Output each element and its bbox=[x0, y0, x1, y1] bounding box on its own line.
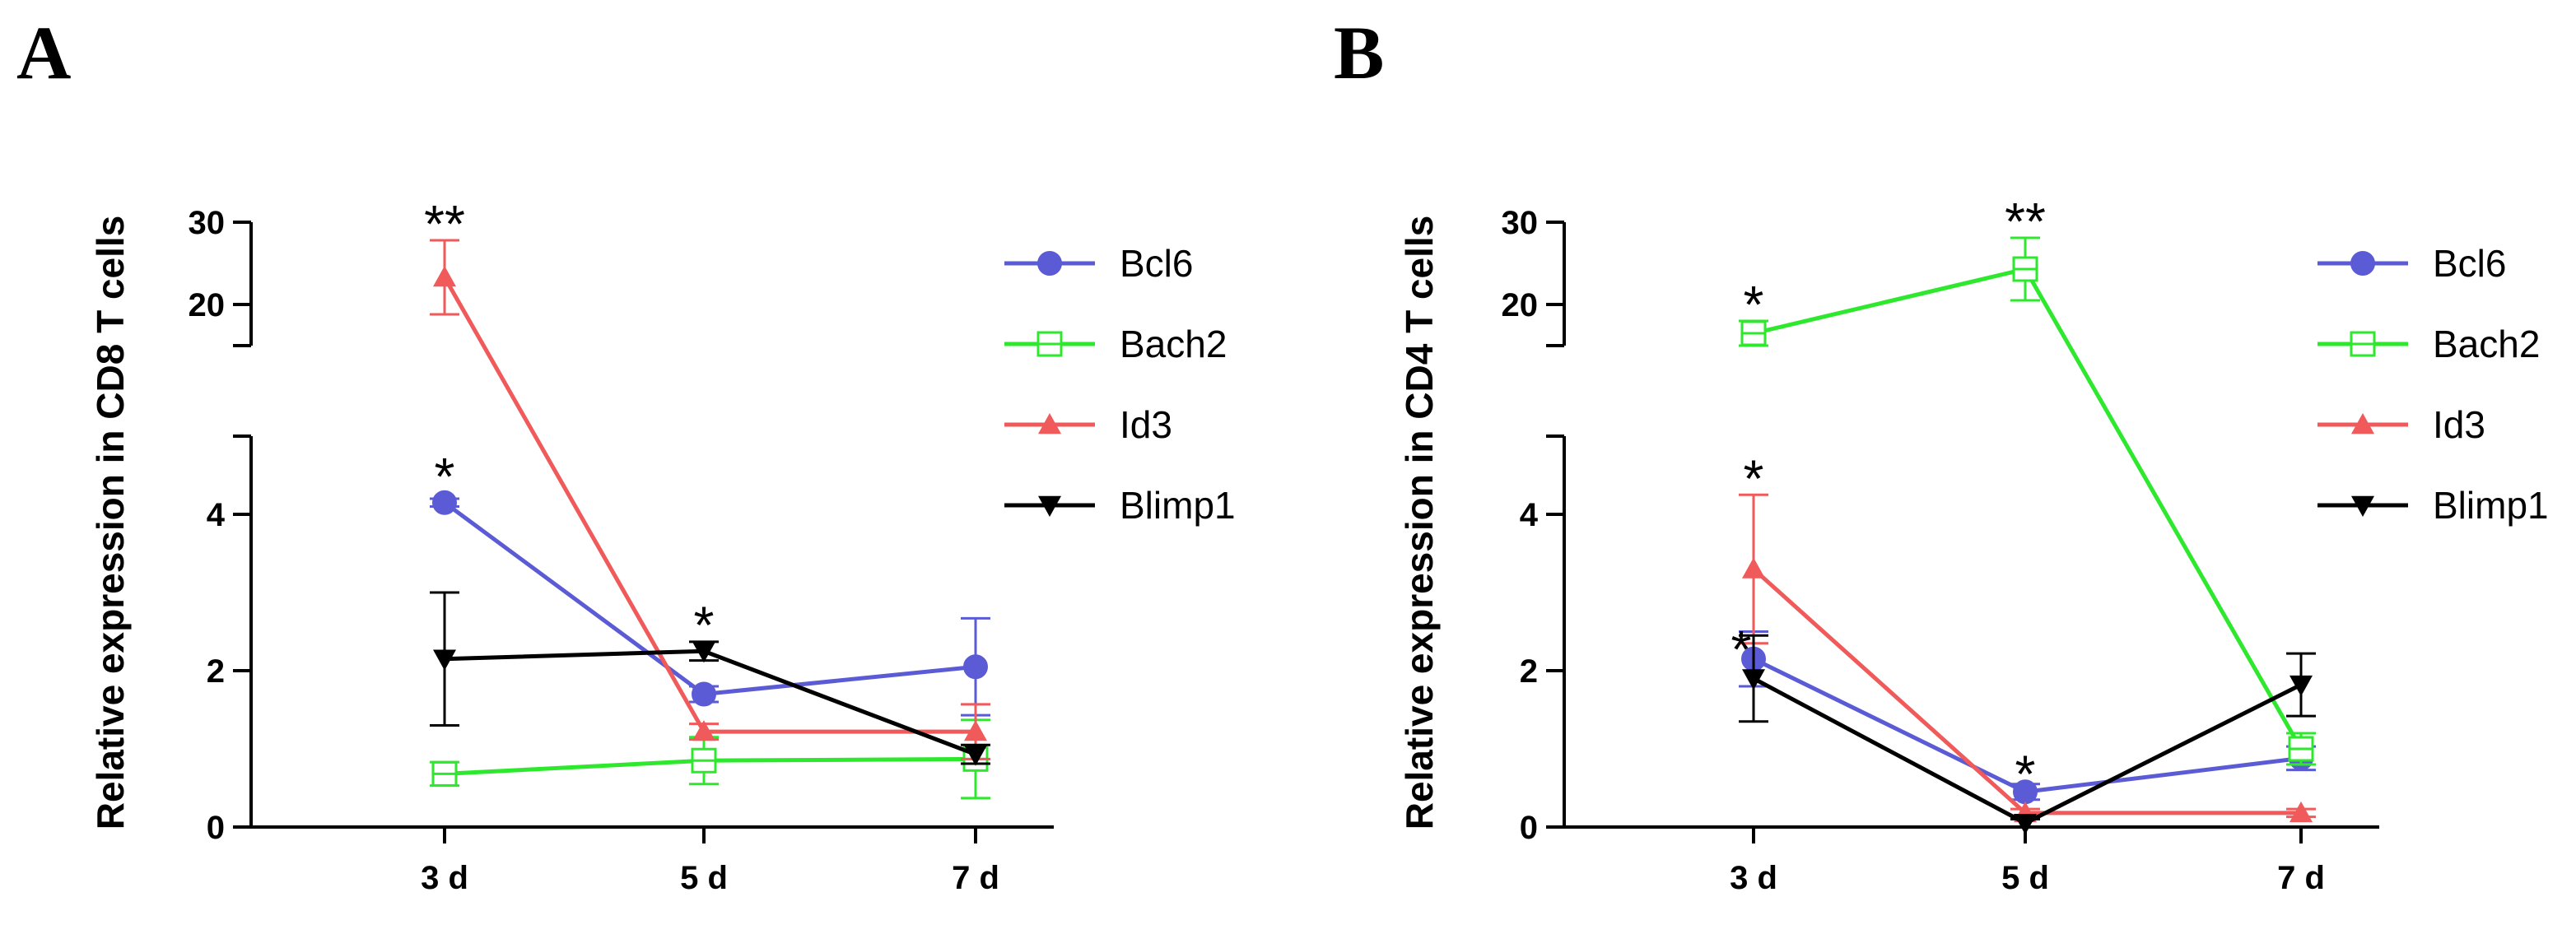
legend-swatch-marker bbox=[1038, 495, 1061, 517]
data-point-bach2 bbox=[2288, 736, 2314, 762]
legend-item-id3: Id3 bbox=[1004, 403, 1172, 446]
legend-item-blimp1: Blimp1 bbox=[2317, 484, 2549, 527]
y-tick-label: 4 bbox=[1520, 497, 1539, 533]
y-tick-label: 2 bbox=[207, 653, 225, 690]
panel-a-chart: A 0 2 4 20 30 3 d 5 d 7 d Relative expression in … bbox=[16, 11, 1236, 896]
y-axis-label: Relative expression in CD4 T cells bbox=[1398, 216, 1441, 830]
legend-item-bach2: Bach2 bbox=[2317, 323, 2540, 365]
data-point-bcl6 bbox=[692, 681, 716, 707]
legend-swatch-marker bbox=[2350, 331, 2376, 357]
x-tick-label: 5 d bbox=[680, 860, 728, 896]
x-tick-label: 5 d bbox=[2001, 860, 2049, 896]
legend-swatch-marker bbox=[2351, 495, 2374, 517]
data-point-blimp1 bbox=[964, 745, 987, 766]
x-tick-label: 7 d bbox=[2277, 860, 2325, 896]
legend-item-bcl6: Bcl6 bbox=[1004, 242, 1193, 285]
x-tick-label: 7 d bbox=[952, 860, 999, 896]
panel-b-chart: B 0 2 4 20 30 3 d 5 d 7 d Relative expression in … bbox=[1334, 11, 2549, 896]
legend-label: Id3 bbox=[1120, 403, 1172, 446]
data-point-id3 bbox=[692, 720, 715, 741]
panel-label: B bbox=[1334, 11, 1384, 95]
significance-marker: * bbox=[1731, 620, 1752, 679]
significance-marker: * bbox=[1744, 275, 1764, 334]
legend-label: Bcl6 bbox=[2433, 242, 2506, 285]
y-tick-label: 20 bbox=[189, 287, 226, 323]
legend-swatch-marker bbox=[2351, 413, 2374, 434]
data-point-blimp1 bbox=[433, 649, 456, 671]
data-point-bach2 bbox=[2012, 256, 2038, 282]
y-tick-label: 30 bbox=[189, 205, 226, 241]
legend-swatch-marker bbox=[1037, 251, 1062, 276]
legend-label: Bach2 bbox=[2433, 323, 2540, 365]
series-id3 bbox=[430, 239, 990, 760]
y-axis-label: Relative expression in CD8 T cells bbox=[89, 216, 132, 830]
data-point-bcl6 bbox=[963, 654, 988, 680]
data-point-id3 bbox=[1742, 557, 1765, 579]
data-point-blimp1 bbox=[692, 642, 715, 663]
series-bach2 bbox=[1739, 236, 2316, 766]
data-point-id3 bbox=[433, 266, 456, 287]
legend-label: Bcl6 bbox=[1120, 242, 1193, 285]
legend-item-bcl6: Bcl6 bbox=[2317, 242, 2506, 285]
significance-marker: * bbox=[1744, 448, 1764, 508]
legend-item-id3: Id3 bbox=[2317, 403, 2485, 446]
series-blimp1 bbox=[430, 591, 990, 766]
data-point-id3 bbox=[964, 720, 987, 741]
legend-label: Blimp1 bbox=[2433, 484, 2549, 527]
significance-marker: * bbox=[694, 595, 715, 654]
legend: Bcl6 Bach2 Id3 Blimp1 bbox=[1004, 242, 1236, 527]
legend-label: Id3 bbox=[2433, 403, 2485, 446]
legend-label: Bach2 bbox=[1120, 323, 1227, 365]
data-point-blimp1 bbox=[2014, 814, 2037, 835]
y-tick-label: 30 bbox=[1502, 205, 1539, 241]
legend-swatch-marker bbox=[2350, 251, 2375, 276]
data-point-blimp1 bbox=[2290, 675, 2313, 697]
series-line-id3 bbox=[442, 276, 976, 734]
data-point-id3 bbox=[2290, 801, 2313, 823]
series-id3 bbox=[1739, 493, 2316, 823]
y-tick-label: 2 bbox=[1520, 653, 1538, 690]
legend-swatch-marker bbox=[1036, 331, 1063, 357]
series-bcl6 bbox=[430, 490, 990, 717]
legend-item-blimp1: Blimp1 bbox=[1004, 484, 1236, 527]
data-point-bach2 bbox=[431, 760, 458, 787]
data-point-bach2 bbox=[691, 747, 717, 774]
significance-marker: ** bbox=[2005, 192, 2046, 251]
legend-swatch-marker bbox=[1038, 413, 1061, 434]
series-blimp1 bbox=[1739, 634, 2316, 835]
significance-marker: * bbox=[2015, 744, 2036, 803]
y-tick-label: 0 bbox=[1520, 810, 1538, 846]
significance-marker: ** bbox=[424, 194, 465, 253]
data-point-bcl6 bbox=[432, 490, 457, 515]
panel-label: A bbox=[16, 11, 71, 95]
legend-item-bach2: Bach2 bbox=[1004, 323, 1227, 365]
data-point-blimp1 bbox=[1742, 669, 1765, 690]
data-point-bach2 bbox=[1740, 320, 1767, 346]
y-tick-label: 4 bbox=[207, 497, 226, 533]
x-tick-label: 3 d bbox=[1730, 860, 1777, 896]
series-line-bach2 bbox=[1753, 267, 2303, 750]
x-tick-label: 3 d bbox=[421, 860, 468, 896]
y-tick-label: 20 bbox=[1502, 287, 1539, 323]
series-bach2 bbox=[430, 718, 990, 800]
y-tick-label: 0 bbox=[207, 810, 225, 846]
legend: Bcl6 Bach2 Id3 Blimp1 bbox=[2317, 242, 2549, 527]
significance-marker: * bbox=[435, 447, 455, 506]
legend-label: Blimp1 bbox=[1120, 484, 1236, 527]
